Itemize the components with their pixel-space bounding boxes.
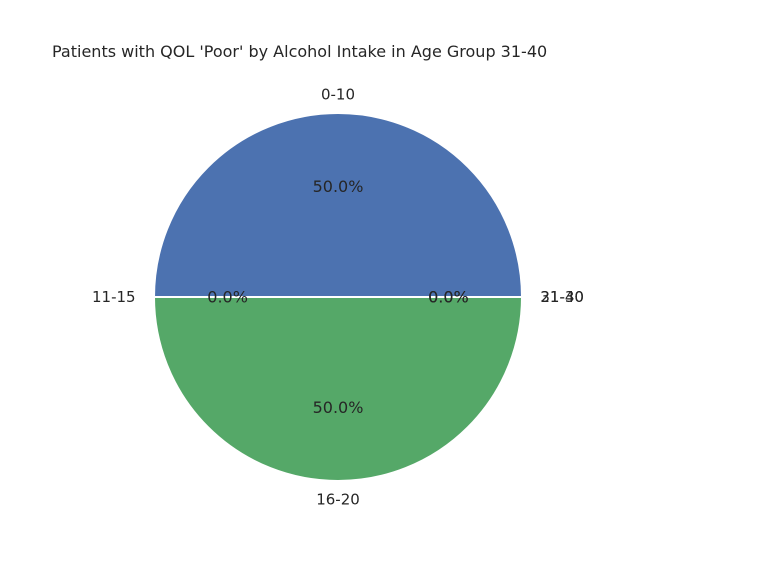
percent-label-21-30: 0.0% <box>428 288 469 307</box>
category-label-21-30: 21-30 <box>540 288 584 306</box>
percent-label-0-10: 50.0% <box>313 177 364 196</box>
pie-slice-0-10 <box>153 112 523 298</box>
category-label-16-20: 16-20 <box>316 490 360 508</box>
percent-label-16-20: 50.0% <box>313 398 364 417</box>
pie-slices <box>153 112 523 482</box>
pie-labels: 0-10 50.0% 11-15 0.0% 16-20 50.0% 21-30 0.0% 31-… <box>92 86 584 509</box>
category-label-0-10: 0-10 <box>321 86 355 104</box>
percent-label-11-15: 0.0% <box>207 288 248 307</box>
chart-title: Patients with QOL 'Poor' by Alcohol Inta… <box>52 42 547 61</box>
percent-label-31-40: 0.0% <box>428 288 469 307</box>
category-label-31-40: 31-40 <box>540 288 584 306</box>
pie-slice-16-20 <box>153 296 523 482</box>
category-label-11-15: 11-15 <box>92 288 136 306</box>
